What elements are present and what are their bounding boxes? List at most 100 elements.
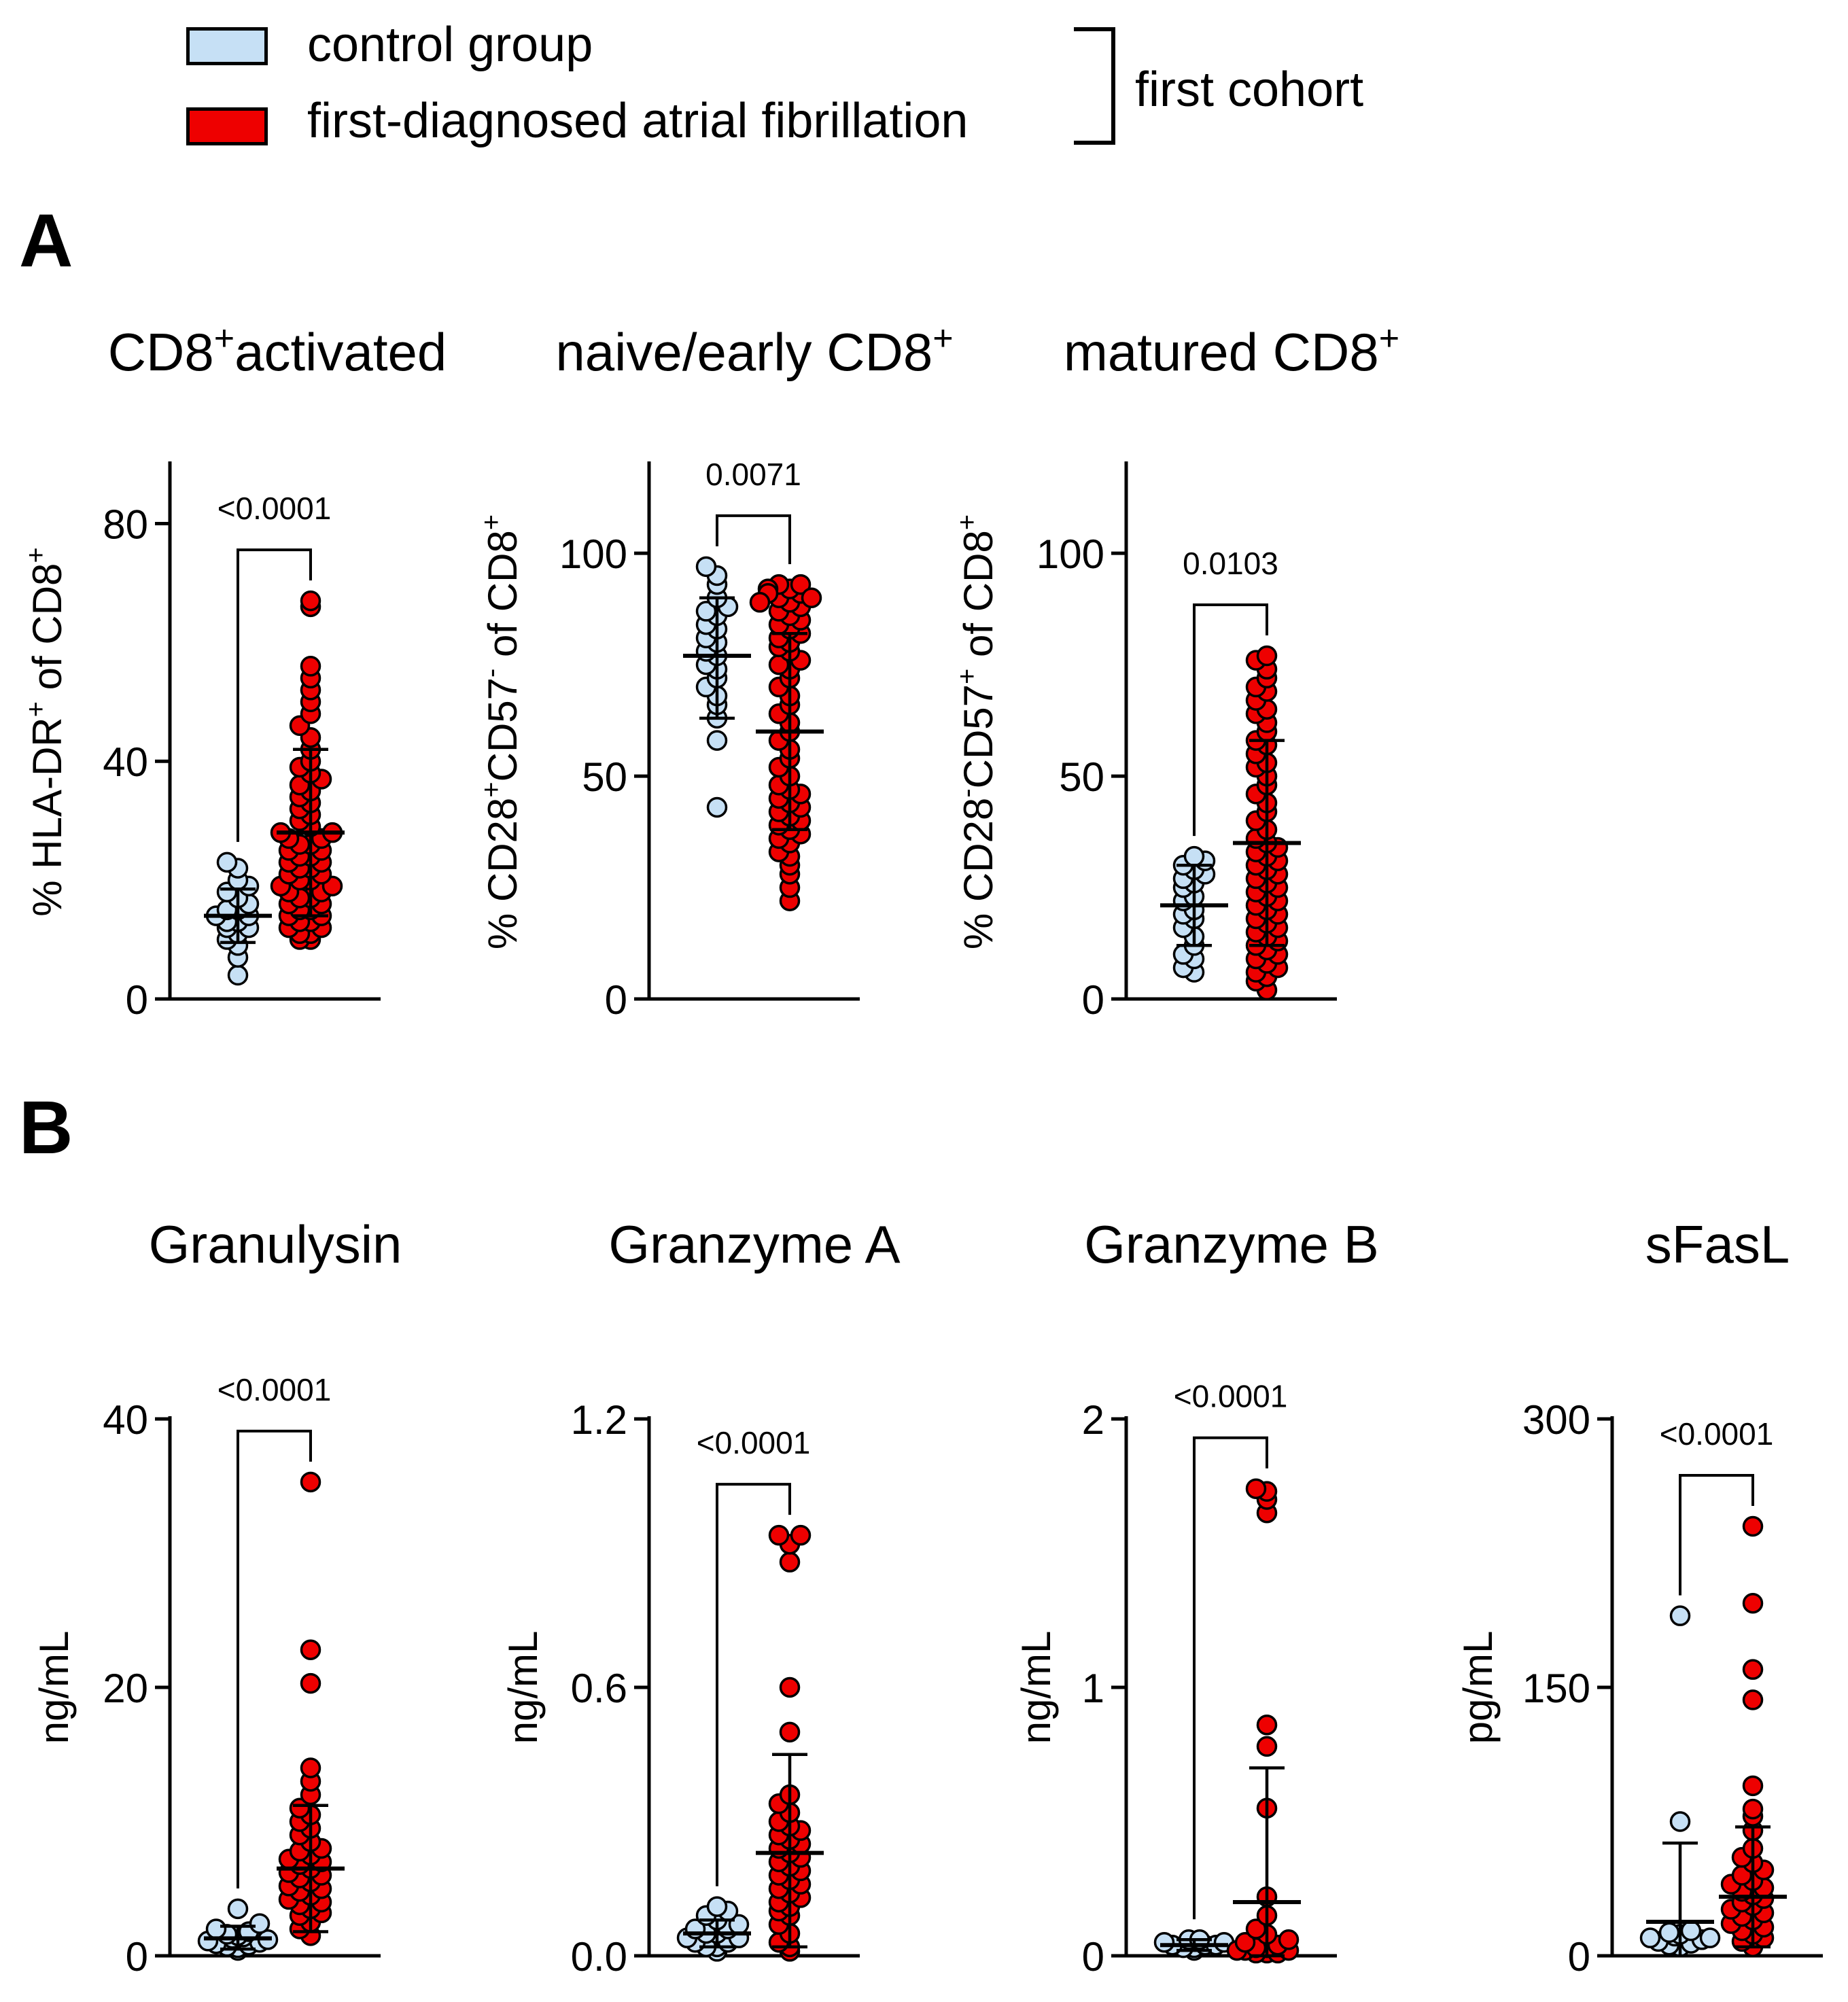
y-axis-label: % CD28+CD57- of CD8+ (476, 514, 525, 949)
data-point (779, 1721, 801, 1743)
y-tick-label: 1.2 (571, 1397, 627, 1443)
y-label-text: of CD8 (24, 563, 70, 701)
significance-bracket (1679, 1474, 1754, 1596)
data-point (1699, 1927, 1721, 1948)
series-af (1719, 1515, 1787, 1958)
y-axis-label: pg/mL (1455, 1631, 1501, 1744)
chart-title: naive/early CD8+ (555, 319, 953, 382)
series-control (1639, 1605, 1721, 1958)
series-control (1153, 1929, 1235, 1961)
data-point (1183, 845, 1205, 867)
data-point (801, 587, 822, 608)
y-label-superscript: + (952, 514, 982, 530)
data-point (779, 1551, 801, 1573)
series-af (270, 590, 345, 950)
y-label-text: ng/mL (500, 1631, 546, 1744)
title-superscript: + (1379, 319, 1399, 358)
series-af (1226, 1478, 1301, 1964)
legend-label-af: first-diagnosed atrial fibrillation (307, 94, 969, 148)
y-label-text: CD57 (956, 684, 1001, 788)
data-point (205, 1918, 227, 1939)
chart-6: Granzyme B ng/mL 0 1 2 <0.0001 (1013, 1214, 1379, 1980)
y-axis-label: % HLA-DR+ of CD8+ (21, 547, 70, 917)
data-point (1742, 1689, 1764, 1710)
chart-title: CD8+activated (108, 319, 447, 382)
chart-7: sFasL pg/mL 0 150 300 <0.0001 (1455, 1214, 1823, 1980)
y-label-text: ng/mL (31, 1631, 77, 1744)
series-af (749, 574, 824, 911)
y-label-text: % HLA-DR (24, 717, 70, 916)
data-point (227, 1898, 249, 1920)
y-axis-label: ng/mL (1013, 1631, 1059, 1744)
data-point (1669, 1605, 1691, 1626)
data-point (749, 592, 771, 613)
data-point (300, 656, 321, 677)
y-label-text: of CD8 (956, 530, 1001, 668)
chart-title: Granzyme A (608, 1214, 900, 1274)
y-label-text: % CD28 (956, 798, 1001, 949)
significance-bracket (716, 514, 791, 565)
y-label-superscript: - (476, 669, 506, 678)
chart-title: Granzyme B (1084, 1214, 1378, 1274)
y-tick-label: 50 (582, 754, 627, 800)
y-label-superscript: + (476, 514, 506, 530)
data-point (790, 1524, 812, 1546)
series-control (676, 1896, 751, 1962)
data-point (227, 964, 249, 986)
data-point (1234, 1932, 1256, 1953)
data-point (1245, 1918, 1267, 1939)
y-tick-label: 50 (1059, 754, 1104, 800)
y-label-text: % CD28 (480, 798, 525, 949)
legend-swatch-control (186, 27, 268, 65)
p-value-label: <0.0001 (217, 1372, 332, 1407)
data-point (1742, 1798, 1764, 1820)
data-point (695, 601, 717, 622)
y-tick-label: 2 (1082, 1397, 1104, 1443)
y-label-superscript: + (21, 547, 51, 563)
data-point (300, 590, 321, 612)
p-value-label: <0.0001 (697, 1425, 811, 1460)
y-axis-label: % CD28-CD57+ of CD8+ (952, 514, 1001, 949)
y-tick-label: 20 (103, 1666, 148, 1711)
series-control (204, 851, 272, 986)
data-point (1742, 1515, 1764, 1537)
y-tick-label: 0 (126, 1934, 148, 1980)
y-tick-label: 0.6 (571, 1666, 627, 1711)
data-point (706, 1896, 728, 1917)
data-point (1669, 1811, 1691, 1832)
p-value-label: <0.0001 (1174, 1379, 1288, 1414)
legend-swatch-af (186, 107, 268, 145)
data-point (695, 556, 717, 578)
data-point (1639, 1927, 1661, 1948)
legend-bracket (1074, 27, 1115, 145)
series-control (197, 1898, 279, 1961)
data-point (1742, 1592, 1764, 1614)
data-point (300, 1757, 321, 1778)
data-point (1680, 1920, 1702, 1942)
p-value-label: 0.0103 (1183, 546, 1278, 581)
y-label-text: of CD8 (480, 530, 525, 668)
data-point (706, 796, 728, 818)
legend-label-control: control group (307, 18, 593, 72)
significance-bracket (1193, 1436, 1268, 1920)
p-value-label: 0.0071 (705, 457, 801, 492)
data-point (1256, 645, 1278, 667)
y-axis-label: ng/mL (31, 1631, 77, 1744)
title-superscript: + (932, 319, 953, 358)
panel-label-a: A (19, 199, 73, 283)
y-tick-label: 0 (1082, 1934, 1104, 1980)
data-point (1245, 1478, 1267, 1499)
series-af (277, 1471, 345, 1946)
data-point (1742, 1659, 1764, 1680)
data-point (790, 574, 812, 595)
y-tick-label: 100 (559, 531, 627, 577)
chart-2: naive/early CD8+% CD28+CD57- of CD8+0501… (476, 319, 954, 1023)
p-value-label: <0.0001 (1660, 1416, 1774, 1452)
series-af (756, 1524, 824, 1962)
title-suffix: activated (234, 322, 447, 382)
significance-bracket (1193, 603, 1268, 837)
series-control (683, 556, 751, 818)
series-control (1160, 845, 1228, 983)
significance-bracket (237, 1429, 312, 1889)
